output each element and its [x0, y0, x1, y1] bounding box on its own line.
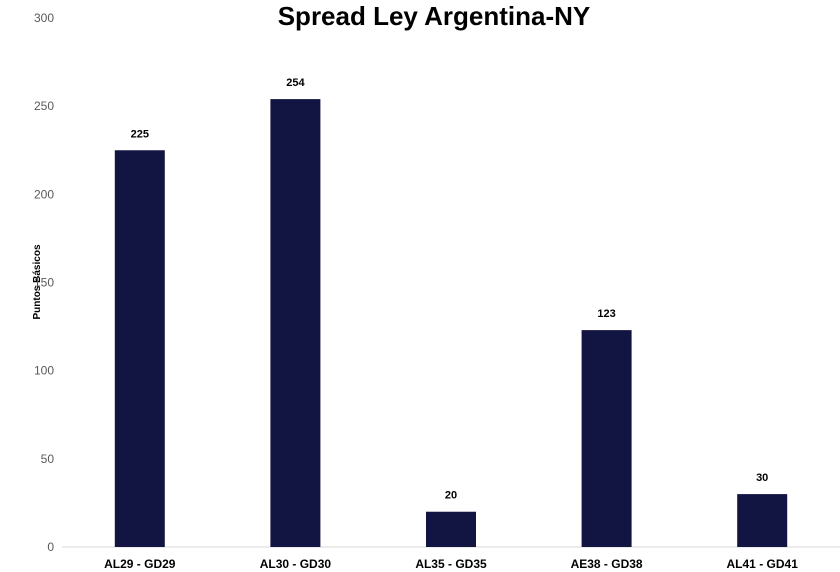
bar-value-label: 30 — [756, 472, 768, 484]
bar — [581, 330, 632, 547]
x-category-label: AL41 - GD41 — [727, 557, 799, 571]
y-axis-ticks: 0 50 100 150 200 250 300 — [34, 11, 54, 554]
bar — [426, 511, 476, 547]
chart-title: Spread Ley Argentina-NY — [278, 1, 591, 31]
bar-value-label: 254 — [286, 77, 305, 89]
y-axis-title: Puntos Básicos — [32, 244, 43, 319]
bar — [114, 150, 165, 547]
bar-value-label: 20 — [445, 490, 457, 502]
data-labels: 225 254 20 123 30 — [131, 77, 769, 502]
bar — [270, 99, 321, 547]
x-category-label: AE38 - GD38 — [571, 557, 643, 571]
bar-value-label: 225 — [131, 128, 149, 140]
bar-value-label: 123 — [597, 308, 615, 320]
x-category-label: AL35 - GD35 — [415, 557, 487, 571]
x-category-label: AL29 - GD29 — [104, 557, 176, 571]
category-labels: AL29 - GD29 AL30 - GD30 AL35 - GD35 AE38 - … — [104, 557, 798, 571]
y-tick-label: 200 — [34, 187, 54, 201]
bars — [114, 99, 788, 547]
y-tick-label: 150 — [34, 276, 54, 290]
y-tick-label: 50 — [41, 452, 55, 466]
y-tick-label: 300 — [34, 11, 54, 25]
y-tick-label: 0 — [47, 540, 54, 554]
x-category-label: AL30 - GD30 — [260, 557, 332, 571]
y-tick-label: 100 — [34, 364, 54, 378]
bar — [737, 494, 788, 547]
y-tick-label: 250 — [34, 99, 54, 113]
